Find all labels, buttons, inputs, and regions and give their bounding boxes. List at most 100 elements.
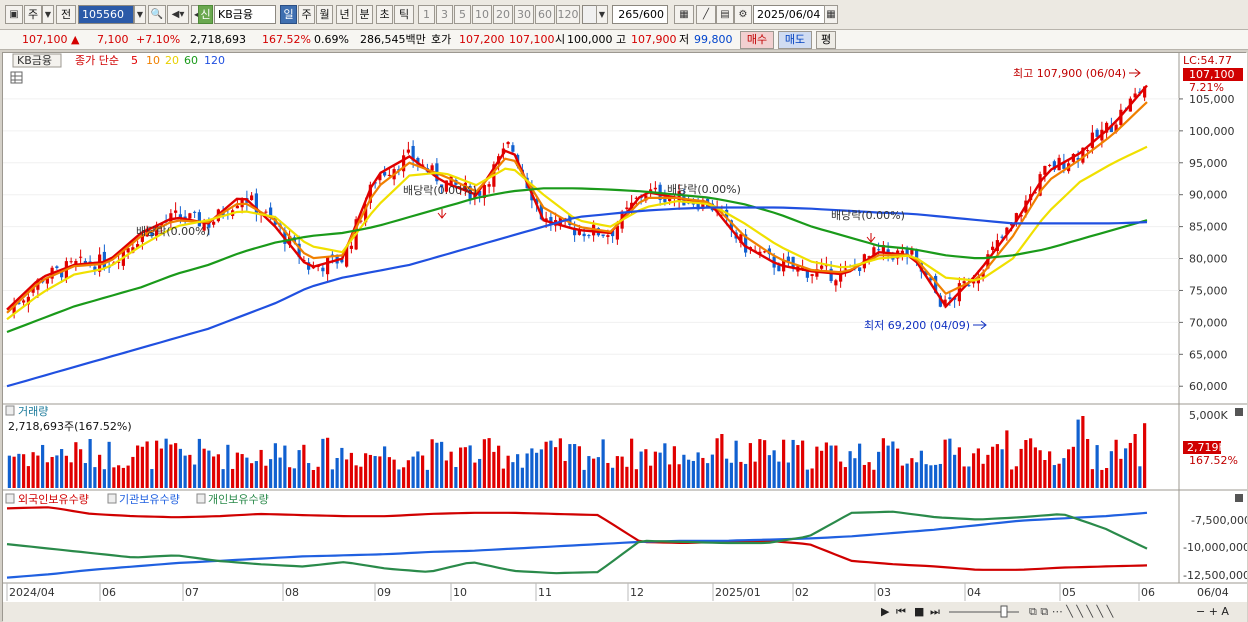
volume-bar <box>150 469 154 488</box>
stock-chart-svg[interactable]: KB금융 종가 단순 5 10 20 60 120 최고 107,900 (06… <box>3 53 1247 622</box>
custom-interval-dropdown-icon[interactable]: ▼ <box>596 5 608 24</box>
interval-5-button[interactable]: 5 <box>454 5 471 24</box>
candle-body <box>487 184 491 187</box>
holding-panel-close-icon[interactable] <box>1235 494 1243 502</box>
volume-bar <box>1038 450 1042 488</box>
volume-bar <box>107 441 111 488</box>
volume-bar <box>872 469 876 488</box>
tool-grid-icon[interactable]: ▦ <box>674 5 694 24</box>
volume-bar <box>739 461 743 488</box>
volume-bar <box>915 462 919 488</box>
buy-label: 매수 <box>746 33 768 46</box>
volume-bar <box>254 461 258 488</box>
market-type-dropdown-icon[interactable]: ▼ <box>42 5 54 24</box>
volume-bar <box>235 452 239 488</box>
candle-body <box>739 234 743 243</box>
period-month-button[interactable]: 월 <box>316 5 333 24</box>
volume-bar <box>459 447 463 488</box>
period-day-button[interactable]: 일 <box>280 5 297 24</box>
candle-body <box>905 248 909 257</box>
volume-bar <box>1014 466 1018 488</box>
evaluate-button[interactable]: 평 <box>816 31 836 49</box>
candle-body <box>1086 150 1090 152</box>
stock-code-input[interactable]: 105560 <box>78 5 134 24</box>
candle-body <box>264 211 268 213</box>
interval-1-button[interactable]: 1 <box>418 5 435 24</box>
mode-button[interactable]: 전 <box>56 5 76 24</box>
volume-bar <box>986 454 990 488</box>
volume-bar <box>592 458 596 488</box>
volume-bar <box>867 462 871 488</box>
volume-bar <box>1109 451 1113 488</box>
chart-area[interactable]: KB금융 종가 단순 5 10 20 60 120 최고 107,900 (06… <box>2 52 1247 622</box>
volume-bar <box>26 466 30 488</box>
x-axis-label: 06/04 <box>1197 586 1229 599</box>
period-year-button[interactable]: 년 <box>336 5 353 24</box>
date-field[interactable]: 2025/06/04 <box>753 5 825 24</box>
candle-body <box>359 220 363 222</box>
calendar-icon[interactable]: ▦ <box>824 5 838 24</box>
volume-bar <box>1071 446 1075 488</box>
sell-button[interactable]: 매도 <box>778 31 812 49</box>
chart-table-icon[interactable] <box>10 71 23 84</box>
tool-draw-icon[interactable]: ╱ <box>696 5 716 24</box>
volume-bar <box>649 465 653 488</box>
high-label: 고 <box>616 33 627 46</box>
new-badge-label: 신 <box>200 8 211 21</box>
max-arrow-icon <box>1129 68 1141 78</box>
candle-body <box>991 246 995 250</box>
scroll-right-icon[interactable]: ▶ <box>881 605 890 618</box>
min-arrow-icon <box>973 320 987 330</box>
volume-bar <box>877 451 881 488</box>
volume-bar <box>273 443 277 488</box>
interval-30-button[interactable]: 30 <box>514 5 534 24</box>
candle-body <box>886 249 890 254</box>
search-icon[interactable]: 🔍 <box>148 5 166 24</box>
interval-3-button[interactable]: 3 <box>436 5 453 24</box>
candle-body <box>834 280 838 286</box>
scroll-end-icon[interactable]: ⏭ <box>930 605 940 618</box>
save-icon[interactable]: ▤ <box>716 5 734 24</box>
period-week-button[interactable]: 주 <box>298 5 315 24</box>
period-second-button[interactable]: 초 <box>376 5 393 24</box>
stock-name-field[interactable]: KB금융 <box>214 5 276 24</box>
volume-bar <box>544 441 548 488</box>
market-type-select[interactable]: 주 <box>24 5 42 24</box>
speaker-icon[interactable]: ◀▾ <box>167 5 189 24</box>
open-label: 시 <box>555 33 566 46</box>
volume-bar <box>672 446 676 488</box>
settings-gear-icon[interactable]: ⚙ <box>734 5 752 24</box>
volume-panel-close-icon[interactable] <box>1235 408 1243 416</box>
interval-20-button[interactable]: 20 <box>493 5 513 24</box>
volume-bar <box>720 434 724 488</box>
interval-60-button[interactable]: 60 <box>535 5 555 24</box>
candle-body <box>349 245 353 249</box>
interval-120-button[interactable]: 120 <box>556 5 580 24</box>
data-count-field[interactable]: 265/600 <box>612 5 668 24</box>
window-menu-icon[interactable]: ▣ <box>5 5 23 24</box>
period-tick-button[interactable]: 틱 <box>394 5 414 24</box>
interval-10-button[interactable]: 10 <box>472 5 492 24</box>
volume-bar <box>497 445 501 488</box>
chart-tools-icons[interactable]: ⧉ ⧉ ⋯ ╲ ╲ ╲ ╲ ╲ <box>1029 604 1115 618</box>
volume-bar <box>1000 449 1004 488</box>
data-count-value: 265 <box>618 8 640 21</box>
zoom-slider-handle[interactable] <box>1000 605 1008 618</box>
zoom-controls-icon[interactable]: − + A <box>1196 605 1229 618</box>
scroll-start-icon[interactable]: ⏮ <box>896 605 906 618</box>
buy-button[interactable]: 매수 <box>740 31 774 49</box>
volume-bar <box>430 439 434 488</box>
period-minute-button[interactable]: 분 <box>356 5 373 24</box>
candle-body <box>577 230 581 235</box>
ma-legend-5: 5 <box>131 54 138 67</box>
x-axis-label: 03 <box>877 586 891 599</box>
volume-bar <box>625 466 629 488</box>
x-axis-label: 12 <box>630 586 644 599</box>
volume-bar <box>701 457 705 488</box>
interval-5-label: 5 <box>459 8 466 21</box>
volume-bar <box>668 464 672 488</box>
code-dropdown-icon[interactable]: ▼ <box>134 5 146 24</box>
candle-body <box>791 256 795 268</box>
candle-body <box>900 250 904 255</box>
stop-icon[interactable]: ■ <box>914 605 924 618</box>
